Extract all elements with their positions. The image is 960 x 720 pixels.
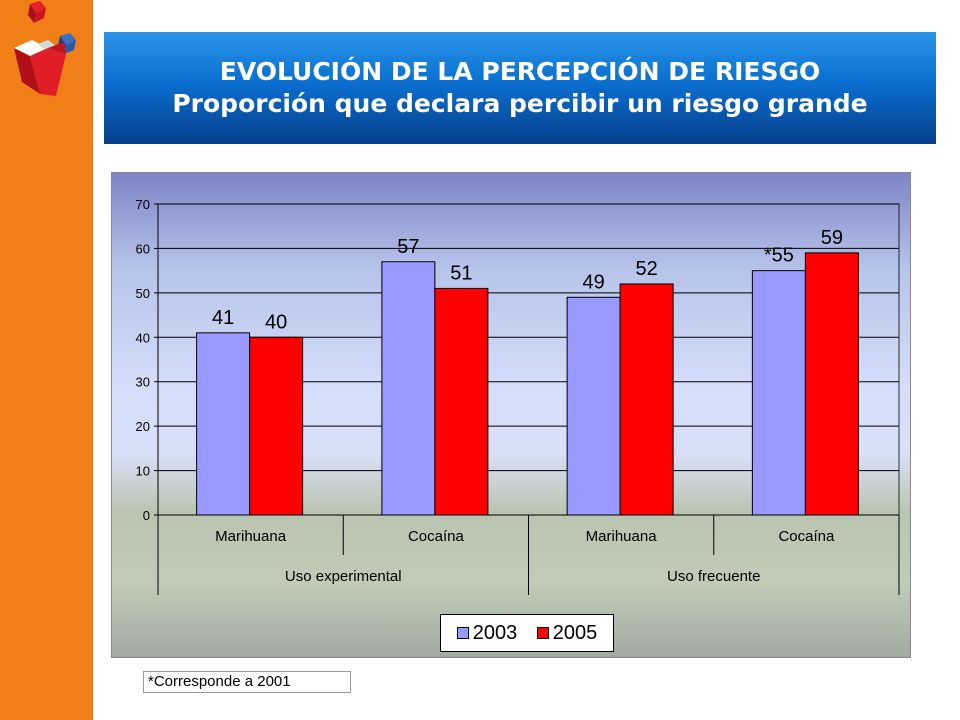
bar-2003-2 (381, 261, 436, 516)
data-label-2003-1: 41 (212, 307, 234, 329)
bar-2003-1 (196, 332, 251, 516)
legend: 2003 2005 (440, 614, 614, 652)
y-tick-label: 0 (143, 508, 150, 523)
bar-2005-4 (804, 252, 859, 516)
logo-cubes-icon (14, 1, 76, 96)
legend-item-2003: 2003 (456, 621, 518, 645)
data-label-2003-3: 49 (583, 271, 605, 293)
category-label-3: Marihuana (586, 528, 658, 545)
page-subtitle: Proporción que declara percibir un riesg… (172, 89, 868, 118)
data-label-2005-1: 40 (265, 311, 287, 333)
y-tick-label: 10 (136, 464, 150, 479)
legend-swatch-2003 (456, 627, 469, 639)
side-bar (0, 0, 93, 720)
bar-2005-1 (249, 336, 304, 516)
title-banner: EVOLUCIÓN DE LA PERCEPCIÓN DE RIESGO Pro… (104, 32, 936, 144)
y-tick-label: 50 (136, 286, 150, 301)
y-tick-label: 20 (136, 419, 150, 434)
data-label-2005-4: 59 (821, 227, 843, 249)
category-label-2: Cocaína (408, 528, 465, 545)
legend-label-2003: 2003 (472, 621, 518, 644)
y-tick-label: 40 (136, 330, 150, 345)
data-label-2005-2: 51 (450, 262, 472, 284)
bar-2003-3 (566, 296, 621, 516)
legend-label-2005: 2005 (552, 621, 598, 644)
bar-2003-4 (751, 270, 806, 516)
bar-2005-2 (434, 287, 489, 516)
category-label-1: Marihuana (215, 528, 287, 545)
chart-panel: 0 10 20 30 40 50 60 70 41 40 57 51 49 52 *55 59 Marihuan… (111, 172, 911, 658)
data-label-2003-4: *55 (764, 245, 794, 267)
data-label-2003-2: 57 (397, 236, 419, 258)
bar-2005-3 (619, 283, 674, 516)
y-tick-label: 70 (136, 197, 150, 212)
y-tick-label: 30 (136, 375, 150, 390)
y-tick-label: 60 (136, 241, 150, 256)
page-title: EVOLUCIÓN DE LA PERCEPCIÓN DE RIESGO (219, 57, 821, 86)
legend-swatch-2005 (536, 627, 549, 639)
group-label-2: Uso frecuente (667, 568, 760, 585)
data-label-2005-3: 52 (636, 258, 658, 280)
footnote: *Corresponde a 2001 (143, 671, 351, 693)
category-label-4: Cocaína (778, 528, 835, 545)
group-label-1: Uso experimental (285, 568, 402, 585)
legend-item-2005: 2005 (536, 621, 598, 645)
bar-chart: 0 10 20 30 40 50 60 70 41 40 57 51 49 52 *55 59 Marihuan… (136, 197, 900, 595)
